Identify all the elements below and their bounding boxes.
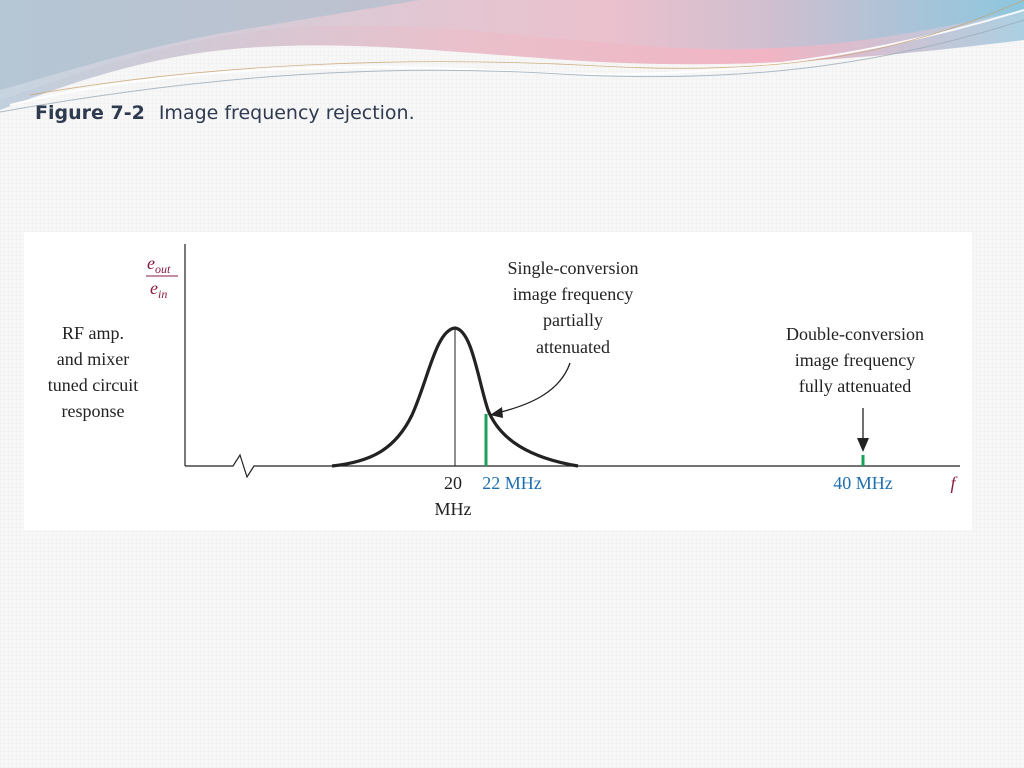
curve-label-line: and mixer: [57, 349, 129, 369]
curve-label: RF amp. and mixer tuned circuit response: [48, 323, 138, 421]
curve-label-line: RF amp.: [62, 323, 124, 343]
curve-label-line: tuned circuit: [48, 375, 138, 395]
tick-label-20-unit: MHz: [435, 499, 472, 519]
double-label-line: fully attenuated: [799, 376, 911, 396]
single-label-line: attenuated: [536, 337, 610, 357]
x-axis-label: f: [950, 473, 958, 493]
double-conversion-label: Double-conversion image frequency fully …: [786, 324, 924, 396]
curve-label-line: response: [62, 401, 125, 421]
figure-number: Figure 7-2: [35, 102, 145, 124]
single-label-line: image frequency: [513, 284, 633, 304]
double-label-line: Double-conversion: [786, 324, 924, 344]
tick-label-22mhz: 22 MHz: [482, 473, 542, 493]
y-axis-label: eout ein: [146, 253, 178, 301]
single-conversion-arrow: [496, 362, 571, 414]
tick-label-40mhz: 40 MHz: [833, 473, 893, 493]
x-axis-line: [185, 453, 960, 479]
double-label-line: image frequency: [795, 350, 915, 370]
single-conversion-label: Single-conversion image frequency partia…: [508, 258, 639, 357]
single-label-line: partially: [543, 310, 603, 330]
decorative-wave-banner: [0, 0, 1024, 113]
y-label-denominator: ein: [150, 278, 167, 301]
single-label-line: Single-conversion: [508, 258, 639, 278]
single-conversion-arrowhead: [490, 407, 503, 418]
figure-title: Image frequency rejection.: [158, 102, 415, 124]
figure-caption: Figure 7-2 Image frequency rejection.: [35, 102, 415, 124]
tick-label-20: 20: [444, 473, 462, 493]
y-label-numerator: eout: [147, 253, 171, 276]
figure-panel: [24, 232, 972, 530]
double-conversion-arrowhead: [857, 438, 869, 452]
